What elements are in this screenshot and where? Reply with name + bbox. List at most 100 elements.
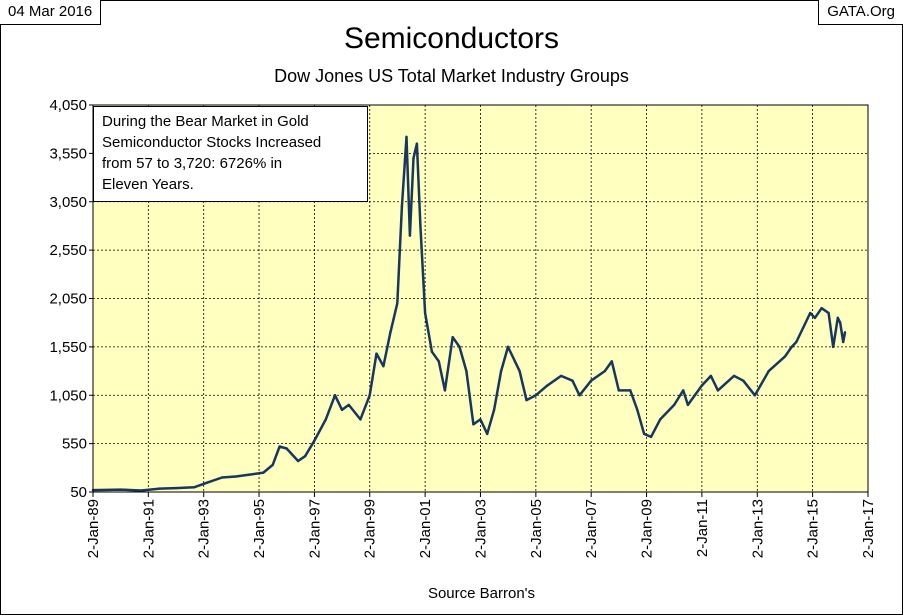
data-point (400, 205, 404, 208)
data-point (158, 487, 161, 490)
data-point (375, 352, 378, 355)
x-tick-label: 2-Jan-07 (583, 499, 600, 558)
x-tick-label: 2-Jan-13 (749, 499, 766, 558)
data-point (742, 379, 745, 382)
data-point (578, 394, 581, 397)
x-tick-label: 2-Jan-89 (85, 499, 102, 558)
data-point (271, 463, 274, 467)
data-point (472, 423, 475, 426)
data-point (506, 345, 510, 349)
data-point (479, 418, 482, 421)
y-tick-label: 3,050 (49, 194, 87, 211)
x-tick-label: 2-Jan-99 (362, 499, 379, 558)
data-point (458, 345, 461, 349)
data-point (437, 360, 440, 363)
data-point (832, 345, 835, 349)
data-point (412, 157, 415, 160)
y-tick-label: 2,050 (49, 291, 87, 308)
x-tick-label: 2-Jan-91 (140, 499, 157, 558)
data-point (278, 445, 281, 448)
data-point (340, 408, 344, 411)
data-point (603, 369, 607, 373)
data-point (700, 384, 704, 387)
x-axis-label: Source Barron's (427, 585, 536, 602)
data-point (248, 473, 251, 476)
data-point (672, 403, 676, 407)
data-point (843, 331, 847, 334)
data-point (396, 302, 399, 305)
data-point (842, 340, 845, 344)
data-point (838, 321, 842, 324)
data-point (313, 439, 316, 442)
chart-title: Semiconductors (343, 22, 560, 55)
data-point (559, 374, 563, 378)
data-point (767, 369, 770, 373)
data-point (525, 398, 528, 402)
chart-subtitle: Dow Jones US Total Market Industry Group… (274, 66, 629, 86)
data-point (610, 360, 613, 363)
data-point (629, 389, 632, 392)
y-tick-label: 550 (62, 436, 87, 453)
annotation-box: During the Bear Market in Gold Semicondu… (93, 106, 368, 202)
data-point (709, 374, 713, 378)
data-point (234, 475, 237, 478)
data-point (820, 306, 823, 310)
x-axis: 2-Jan-89 2-Jan-91 2-Jan-93 2-Jan-95 2-Jan-97… (85, 492, 877, 558)
data-point (419, 224, 422, 228)
data-point (499, 369, 503, 373)
y-tick-label: 3,550 (49, 145, 87, 162)
data-point (571, 379, 574, 382)
source-site-label: GATA.Org (818, 0, 903, 25)
data-point (486, 432, 489, 436)
y-tick-label: 50 (70, 484, 87, 501)
data-point (430, 350, 434, 353)
data-point (682, 389, 685, 392)
data-point (389, 331, 392, 334)
x-tick-label: 2-Jan-97 (306, 499, 323, 558)
series-group (91, 135, 847, 492)
data-point (802, 326, 805, 329)
data-point (813, 316, 817, 320)
data-point (686, 403, 690, 407)
data-point (423, 311, 427, 315)
data-point (206, 481, 210, 484)
data-point (642, 432, 646, 436)
x-tick-label: 2-Jan-93 (196, 499, 213, 558)
data-point (451, 336, 454, 339)
data-point (405, 135, 408, 139)
x-tick-label: 2-Jan-11 (694, 499, 711, 557)
data-point (716, 389, 720, 392)
data-point (415, 142, 419, 145)
data-point (382, 365, 385, 368)
data-point (589, 379, 593, 382)
data-point (492, 408, 496, 411)
data-point (324, 418, 327, 421)
y-tick-label: 1,550 (49, 339, 87, 356)
data-point (465, 369, 468, 373)
data-point (649, 435, 653, 439)
x-tick-label: 2-Jan-03 (472, 499, 489, 558)
x-tick-label: 2-Jan-17 (860, 499, 877, 558)
data-point (303, 455, 307, 458)
data-point (140, 489, 143, 492)
data-point (174, 486, 178, 490)
data-point (790, 345, 793, 349)
data-point (546, 384, 549, 387)
data-point (795, 340, 798, 344)
data-point (368, 394, 371, 397)
data-point (534, 394, 537, 397)
data-point (359, 418, 362, 421)
data-point (836, 316, 840, 320)
data-point (285, 447, 288, 450)
y-tick-label: 4,050 (49, 97, 87, 114)
data-point (617, 389, 620, 392)
x-tick-label: 2-Jan-09 (639, 499, 656, 558)
data-point (443, 389, 447, 392)
y-tick-label: 2,550 (49, 242, 87, 259)
date-label: 04 Mar 2016 (0, 0, 102, 25)
y-axis: 50 550 1,050 1,550 2,050 2,550 3,050 3,550 4,050 (49, 97, 93, 501)
data-point (732, 374, 736, 378)
data-point (262, 471, 265, 474)
data-point (296, 459, 300, 463)
